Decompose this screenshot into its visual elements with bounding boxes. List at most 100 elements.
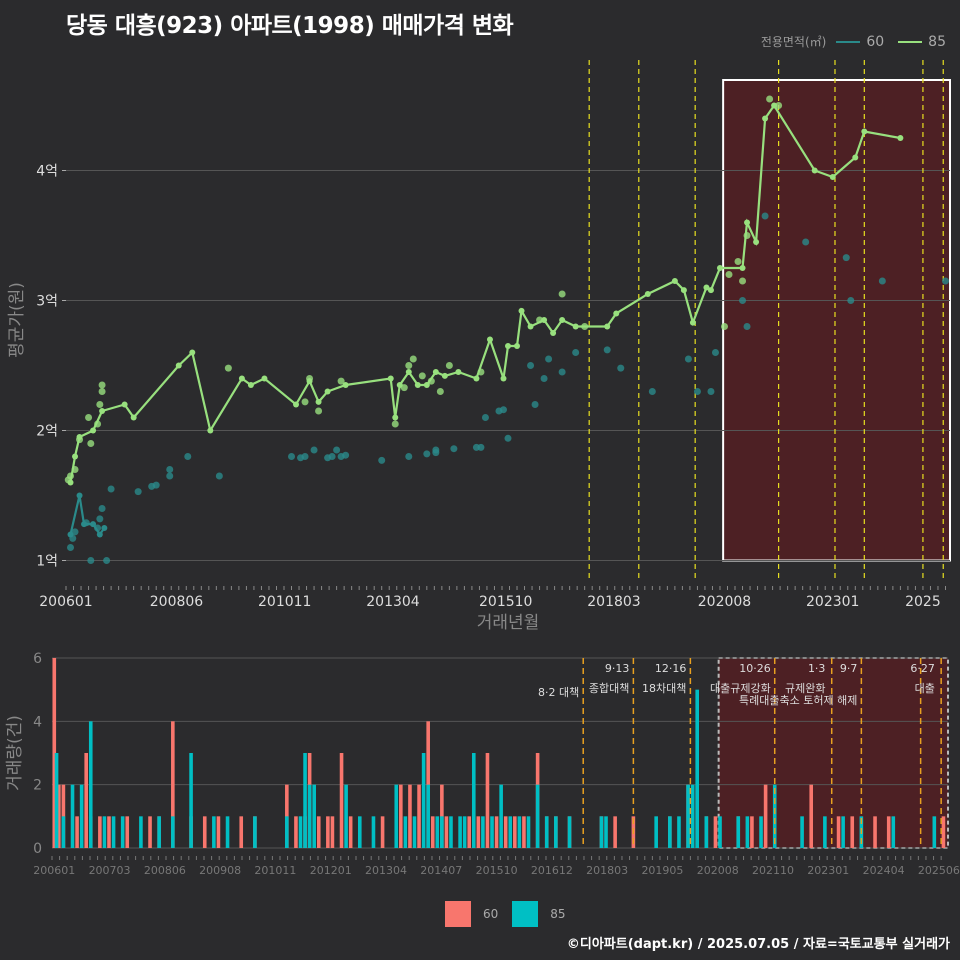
scatter-point-60 (215, 472, 223, 480)
bar-85 (499, 784, 503, 848)
scatter-point-60 (707, 388, 715, 395)
bar-85 (544, 816, 549, 848)
policy-annotation-text: 대출규제강화 (710, 682, 771, 695)
scatter-point-85 (739, 277, 747, 285)
line-point-85 (396, 382, 403, 388)
y-axis-label: 거래량(건) (5, 715, 25, 791)
legend-box-60 (445, 901, 471, 927)
scatter-point-85 (315, 407, 323, 415)
bar-85 (462, 816, 467, 848)
scatter-point-60 (847, 297, 855, 304)
scatter-point-60 (572, 349, 580, 356)
bar-85 (54, 753, 59, 848)
legend-box-85 (512, 901, 539, 927)
policy-annotation-date: 10·26 (739, 662, 771, 675)
price-chart: 1억 2억 3억 4억 200601 200806 201011 201304 201510 20… (7, 60, 951, 633)
scatter-point-60 (405, 453, 413, 460)
bar-60 (75, 816, 79, 848)
bar-85 (307, 784, 312, 848)
bar-60 (52, 658, 57, 848)
bar-85 (686, 784, 690, 848)
scatter-point-60 (166, 466, 174, 473)
x-tick-label: 201905 (641, 864, 683, 877)
scatter-point-60 (328, 453, 336, 460)
x-tick-label: 200908 (199, 864, 241, 877)
bar-85 (139, 816, 143, 848)
x-tick-label: 200601 (39, 594, 92, 610)
scatter-point-60 (432, 446, 440, 454)
scatter-point-85 (720, 323, 728, 330)
x-axis-label: 거래년월 (477, 613, 540, 633)
line-point-85 (455, 369, 462, 375)
scatter-point-60 (481, 414, 489, 421)
scatter-point-85 (98, 388, 106, 395)
scatter-point-60 (499, 406, 507, 414)
scatter-point-60 (761, 212, 769, 220)
legend-top: 전용면적(㎡) 60 85 (761, 33, 950, 50)
bar-85 (412, 816, 417, 848)
bar-85 (157, 816, 161, 848)
line-point-85 (897, 135, 904, 141)
legend-swatch-85 (898, 40, 923, 43)
bar-60 (836, 816, 841, 848)
line-point-85 (247, 382, 254, 388)
legend-label-85: 85 (928, 33, 946, 50)
line-point-85 (518, 307, 525, 314)
line-point-85 (342, 382, 349, 388)
line-point-85 (559, 317, 566, 323)
bar-60 (850, 816, 855, 848)
bar-85 (440, 816, 444, 848)
policy-annotation-text: 대출 (915, 682, 935, 695)
scatter-point-85 (445, 362, 453, 369)
bar-60 (239, 816, 244, 848)
line-point-85 (707, 287, 714, 294)
bar-85 (526, 816, 531, 848)
x-tick-label: 201510 (476, 864, 518, 877)
x-tick-label: 200703 (89, 864, 131, 877)
scatter-point-60 (98, 505, 106, 512)
line-point-85 (744, 219, 751, 226)
scatter-point-60 (184, 453, 192, 460)
bar-85 (189, 753, 193, 848)
bar-60 (485, 753, 490, 848)
bar-85 (298, 816, 303, 848)
scatter-point-85 (301, 398, 309, 406)
line-point-85 (99, 408, 106, 414)
x-tick-label: 201304 (366, 594, 420, 610)
scatter-point-60 (558, 368, 566, 376)
scatter-point-85 (734, 258, 742, 265)
bar-60 (84, 753, 88, 848)
footer-credit: ©디아파트(dapt.kr) / 2025.07.05 / 자료=국토교통부 실… (566, 937, 950, 952)
y-tick-label: 2 (33, 778, 42, 794)
line-point-85 (432, 369, 439, 375)
scatter-point-60 (450, 445, 458, 453)
bar-60 (408, 784, 412, 848)
line-point-85 (72, 453, 79, 460)
bar-60 (873, 816, 877, 848)
scatter-point-85 (85, 414, 93, 421)
scatter-point-60 (545, 355, 553, 363)
scatter-point-60 (423, 450, 431, 458)
bar-60 (348, 816, 353, 848)
bar-85 (932, 816, 937, 848)
scatter-point-60 (941, 277, 949, 285)
line-point-60 (81, 521, 88, 528)
policy-annotation-date: 9·7 (840, 662, 858, 675)
scatter-point-60 (603, 346, 611, 354)
scatter-point-60 (527, 362, 535, 369)
line-point-85 (387, 375, 394, 382)
line-point-85 (67, 479, 74, 486)
bar-85 (394, 784, 399, 848)
legend-swatch-60 (836, 40, 861, 43)
scatter-point-85 (96, 401, 104, 408)
bar-85 (517, 816, 522, 848)
bar-85 (212, 816, 216, 848)
scatter-point-60 (842, 254, 850, 262)
scatter-point-60 (693, 388, 701, 395)
line-point-85 (238, 375, 245, 382)
bar-60 (216, 816, 221, 848)
bar-85 (772, 784, 777, 848)
bar-85 (357, 816, 362, 848)
x-tick-label: 201510 (479, 594, 532, 610)
bar-85 (303, 753, 307, 848)
